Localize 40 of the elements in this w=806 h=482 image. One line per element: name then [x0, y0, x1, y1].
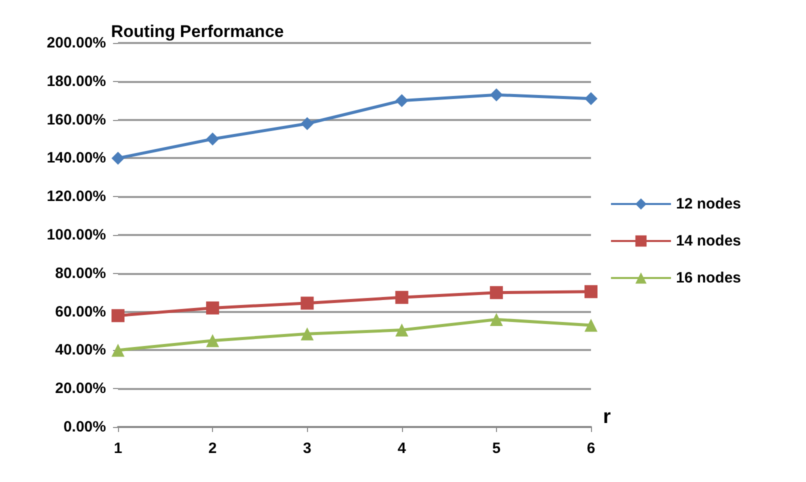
x-tick-label: 3: [303, 440, 312, 457]
point: [584, 285, 598, 298]
point: [112, 152, 124, 165]
point: [206, 132, 220, 146]
point: [300, 327, 314, 340]
x-tick-label: 5: [492, 440, 501, 457]
point: [395, 94, 408, 108]
point: [300, 296, 314, 310]
point: [490, 286, 503, 300]
point: [112, 344, 124, 357]
y-tick-label: 80.00%: [55, 264, 106, 282]
y-tick-label: 160.00%: [46, 111, 106, 128]
y-tick-label: 140.00%: [46, 150, 106, 167]
point: [395, 290, 408, 304]
point: [490, 312, 503, 326]
point: [206, 301, 220, 314]
y-tick-label: 20.00%: [55, 380, 106, 398]
y-tick-label: 120.00%: [46, 188, 106, 206]
x-tick-label: 1: [114, 440, 122, 457]
point: [395, 324, 408, 337]
chart-title: Routing Performance: [111, 22, 284, 41]
y-tick-label: 180.00%: [46, 72, 106, 90]
legend-label: 16 nodes: [676, 270, 742, 286]
point: [584, 92, 598, 106]
point: [112, 309, 124, 322]
x-tick-label: 2: [208, 440, 217, 457]
point: [206, 334, 220, 348]
point: [490, 88, 503, 102]
x-tick-label: 4: [398, 440, 407, 457]
point: [584, 318, 598, 332]
y-tick-label: 40.00%: [55, 342, 106, 359]
y-tick-label: 60.00%: [55, 303, 106, 320]
legend-label: 12 nodes: [676, 196, 742, 212]
y-tick-label: 100.00%: [46, 226, 106, 244]
y-tick-label: 200.00%: [46, 34, 106, 52]
x-axis-title: r: [603, 406, 611, 428]
point: [300, 117, 314, 130]
x-tick-label: 6: [586, 440, 596, 457]
legend-label: 14 nodes: [676, 232, 742, 250]
y-tick-label: 0.00%: [63, 418, 106, 436]
